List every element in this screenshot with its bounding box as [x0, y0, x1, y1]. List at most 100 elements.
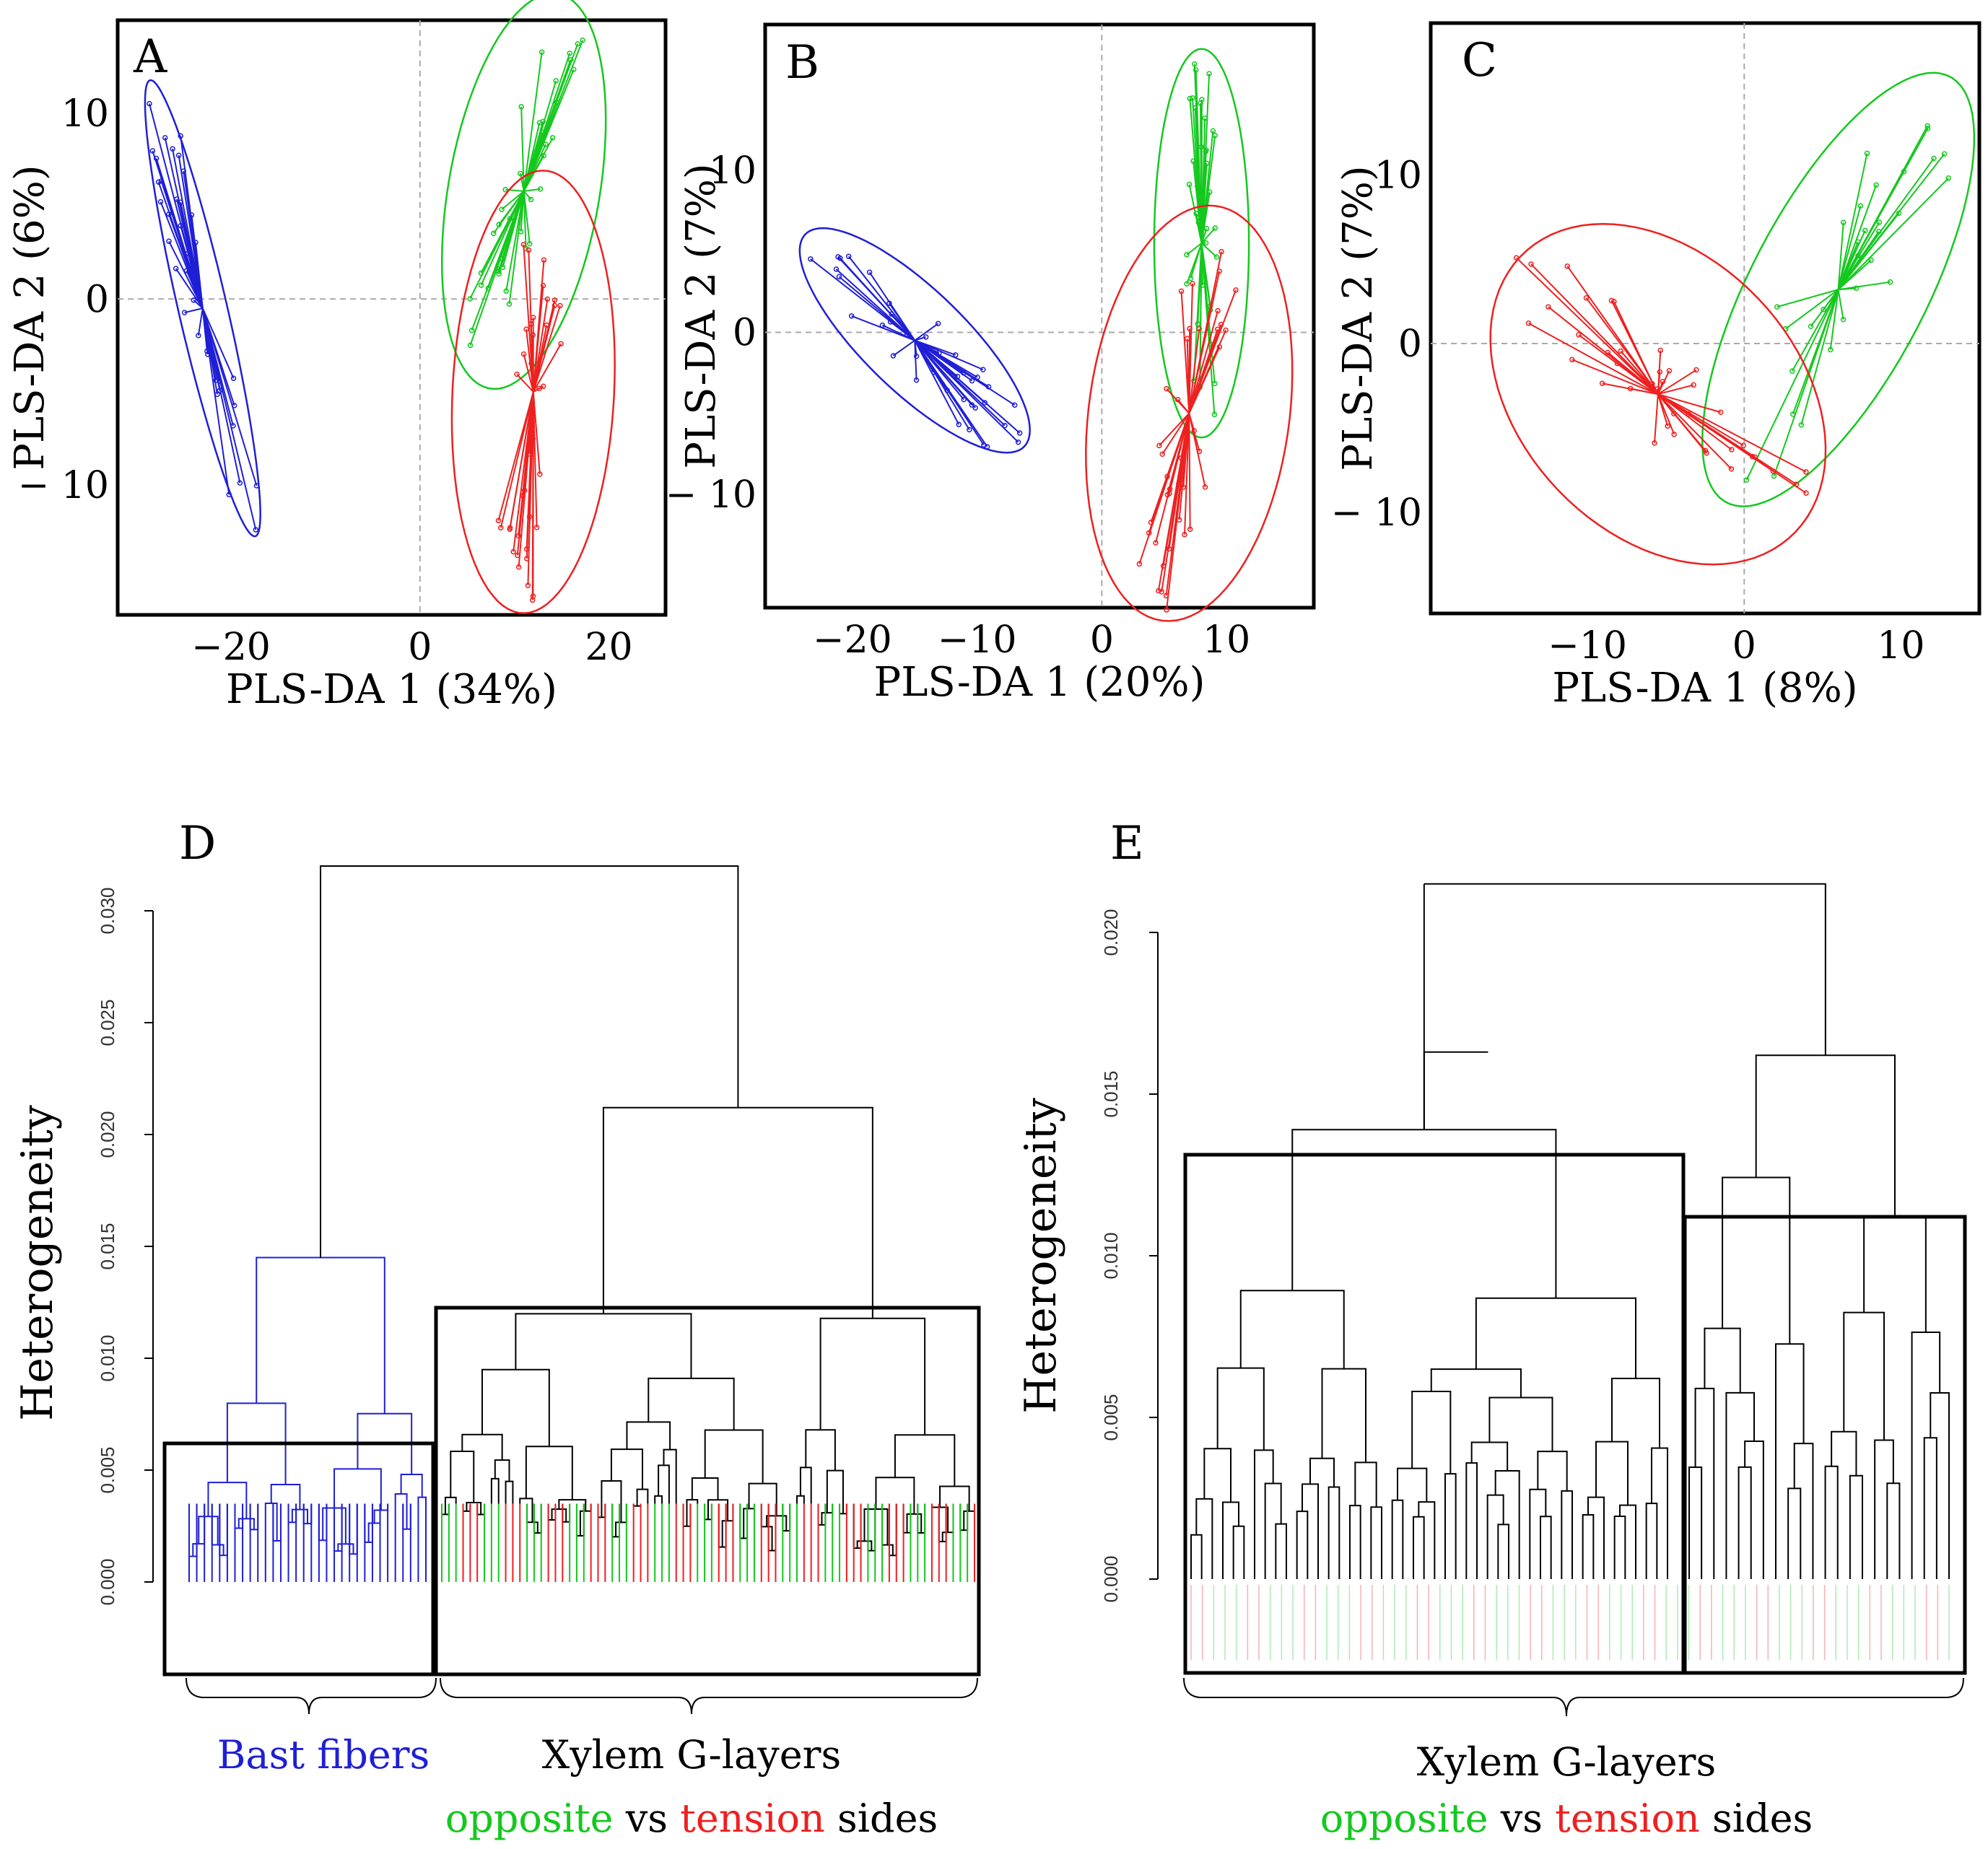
- star-ray: [180, 136, 204, 309]
- star-ray: [523, 40, 584, 192]
- star-ray: [1837, 231, 1880, 290]
- data-point: [1771, 473, 1777, 479]
- star-ray: [1200, 227, 1216, 244]
- dendrogram-link: [1413, 1516, 1425, 1579]
- data-point: [543, 141, 549, 147]
- x-tick-label: −20: [813, 618, 892, 662]
- dendrogram-link: [1694, 1387, 1715, 1579]
- confidence-ellipse: [1085, 204, 1294, 622]
- star-ray: [1515, 257, 1659, 395]
- dendrogram-link: [1391, 1499, 1404, 1579]
- data-point: [836, 274, 842, 280]
- data-point: [835, 254, 841, 260]
- y-tick-label: 0.020: [1100, 909, 1122, 956]
- bracket-bast: [186, 1677, 437, 1715]
- data-point: [1576, 332, 1582, 338]
- data-point: [580, 38, 585, 43]
- star-ray: [1159, 412, 1190, 447]
- star-ray: [500, 391, 534, 528]
- y-tick-label: 0: [1398, 323, 1422, 366]
- star-ray: [1607, 351, 1659, 395]
- star-ray: [1188, 310, 1219, 414]
- data-point: [575, 41, 581, 47]
- data-point: [515, 533, 521, 539]
- data-point: [1202, 484, 1208, 490]
- dendrogram-link: [939, 1485, 970, 1511]
- data-point: [1187, 325, 1193, 332]
- star-ray: [1791, 289, 1839, 372]
- star-ray: [1837, 206, 1862, 290]
- data-point: [1164, 607, 1169, 613]
- dendrogram-link: [826, 1469, 844, 1514]
- data-point: [1618, 348, 1623, 354]
- data-point: [1212, 225, 1218, 231]
- caption-xylem-e: Xylem G-layers: [1417, 1739, 1716, 1785]
- data-point: [1896, 210, 1902, 217]
- panel-label-b: B: [785, 36, 819, 89]
- dendrogram-link: [1537, 1451, 1568, 1491]
- dendrogram-link: [1849, 1474, 1863, 1579]
- y-axis-label: PLS-DA 2 (7%): [678, 163, 725, 468]
- dendrogram-link: [1497, 1524, 1509, 1579]
- star-ray: [523, 188, 541, 192]
- data-point: [1862, 227, 1868, 234]
- data-point: [961, 370, 967, 376]
- y-tick-label: 10: [709, 149, 757, 193]
- star-ray: [892, 339, 915, 357]
- dendrogram-link: [1540, 1516, 1552, 1579]
- x-axis-label: PLS-DA 1 (8%): [1552, 665, 1857, 712]
- y-tick-label: 0.005: [1100, 1394, 1122, 1441]
- plot-frame: [115, 18, 668, 617]
- dendrogram-link: [805, 1429, 836, 1471]
- dendrogram-link: [1309, 1457, 1335, 1487]
- data-point: [1774, 304, 1780, 310]
- star-ray: [168, 240, 204, 309]
- data-point: [1216, 344, 1223, 350]
- star-ray: [201, 307, 257, 530]
- data-point: [539, 49, 545, 55]
- data-point: [1901, 169, 1907, 175]
- data-point: [1164, 385, 1169, 392]
- data-point: [490, 230, 497, 237]
- data-point: [468, 328, 475, 333]
- data-point: [1611, 299, 1617, 305]
- data-point: [956, 421, 962, 427]
- star-ray: [508, 191, 525, 305]
- star-ray: [167, 214, 204, 309]
- data-point: [1740, 442, 1746, 448]
- star-ray: [1193, 161, 1203, 244]
- data-point: [518, 229, 524, 235]
- star-ray: [172, 149, 204, 309]
- data-point: [157, 198, 164, 205]
- panel-label-e: E: [1110, 817, 1144, 870]
- data-point: [1156, 587, 1161, 594]
- dendrogram-link: [1239, 1290, 1345, 1369]
- dendrogram-link: [1465, 1462, 1478, 1579]
- dendrogram-link: [654, 1495, 663, 1504]
- data-point: [162, 135, 168, 141]
- star-ray: [505, 191, 525, 292]
- data-point: [205, 351, 211, 357]
- data-point: [1686, 411, 1691, 417]
- data-point: [528, 196, 534, 203]
- group-opposite: [440, 0, 607, 390]
- data-point: [540, 118, 546, 125]
- confidence-ellipse: [144, 79, 261, 538]
- data-point: [558, 341, 564, 347]
- star-ray: [1200, 242, 1218, 258]
- star-ray: [1837, 289, 1844, 320]
- dendrogram-link: [1824, 1465, 1839, 1579]
- dendrogram-link: [1886, 1482, 1901, 1579]
- star-ray: [1657, 393, 1722, 414]
- data-point: [1627, 385, 1634, 392]
- y-tick-label: − 10: [18, 464, 109, 507]
- data-point: [1203, 225, 1210, 232]
- star-ray: [1657, 393, 1689, 415]
- confidence-ellipse: [1489, 223, 1827, 566]
- data-point: [1193, 67, 1199, 73]
- x-tick-label: 10: [1203, 618, 1250, 662]
- data-point: [507, 526, 513, 533]
- x-axis-label: PLS-DA 1 (34%): [226, 666, 557, 713]
- star-ray: [1188, 271, 1221, 414]
- data-point: [1743, 477, 1750, 483]
